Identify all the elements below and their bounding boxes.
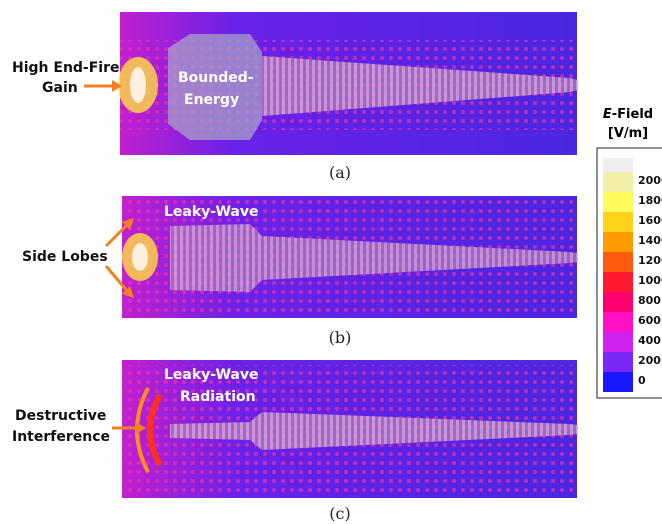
panel-label: (c)	[329, 504, 350, 523]
color-swatch	[603, 272, 633, 292]
horn	[170, 412, 578, 450]
hot-spot	[132, 243, 148, 271]
colorbar-tick-label: 600	[638, 314, 661, 327]
side-label: Side Lobes	[22, 249, 108, 265]
arrow	[104, 265, 130, 293]
side-label: Destructive	[15, 408, 106, 424]
inset-label: Leaky-Wave	[164, 367, 259, 383]
color-swatch	[603, 332, 633, 352]
color-swatch	[603, 172, 633, 192]
color-swatch	[603, 252, 633, 272]
color-swatch	[603, 372, 633, 392]
colorbar-tick-label: 1000	[638, 274, 662, 287]
colorbar-title: E-Field	[603, 107, 653, 122]
color-swatch	[603, 212, 633, 232]
colorbar-tick-label: 0	[638, 374, 646, 387]
title-rest: -Field	[612, 107, 653, 122]
colorbar-tick-label: 400	[638, 334, 661, 347]
panel-label: (a)	[329, 163, 351, 182]
color-swatch	[603, 158, 633, 172]
color-swatch	[603, 192, 633, 212]
inset-label: Bounded-	[178, 70, 254, 86]
color-swatch	[603, 292, 633, 312]
colorbar: E-Field [V/m] 20001800160014001200100080…	[596, 107, 662, 399]
horn	[170, 224, 578, 292]
inset-label: Leaky-Wave	[164, 204, 259, 220]
arrow-head	[122, 218, 134, 230]
panel-a: High End-Fire Gain Bounded- Energy (a)	[12, 12, 578, 182]
panel-b: Side Lobes Leaky-Wave (b)	[22, 196, 578, 347]
colorbar-tick-label: 1600	[638, 214, 662, 227]
side-label: Gain	[42, 80, 78, 96]
horn	[262, 56, 578, 116]
title-italic: E	[603, 107, 612, 122]
wavefront	[147, 393, 163, 467]
arrow-head	[112, 80, 122, 92]
colorbar-tick-label: 200	[638, 354, 661, 367]
side-label: Interference	[12, 429, 110, 445]
color-swatch	[603, 312, 633, 332]
arrow-head	[122, 286, 134, 298]
inset-label: Energy	[184, 92, 239, 108]
side-label: High End-Fire	[12, 60, 120, 76]
colorbar-unit: [V/m]	[608, 126, 648, 141]
colorbar-tick-label: 1800	[638, 194, 662, 207]
colorbar-tick-label: 1400	[638, 234, 662, 247]
colorbar-tick-label: 1200	[638, 254, 662, 267]
lens	[168, 34, 262, 140]
color-swatch	[603, 352, 633, 372]
colorbar-tick-label: 800	[638, 294, 661, 307]
color-swatch	[603, 232, 633, 252]
hot-spot	[130, 67, 146, 103]
arrow	[104, 222, 130, 248]
panel-c: Destructive Interference Leaky-Wave Radi…	[12, 360, 578, 523]
inset-label: Radiation	[180, 389, 256, 405]
panel-label: (b)	[329, 328, 352, 347]
arrow-head	[136, 422, 146, 434]
